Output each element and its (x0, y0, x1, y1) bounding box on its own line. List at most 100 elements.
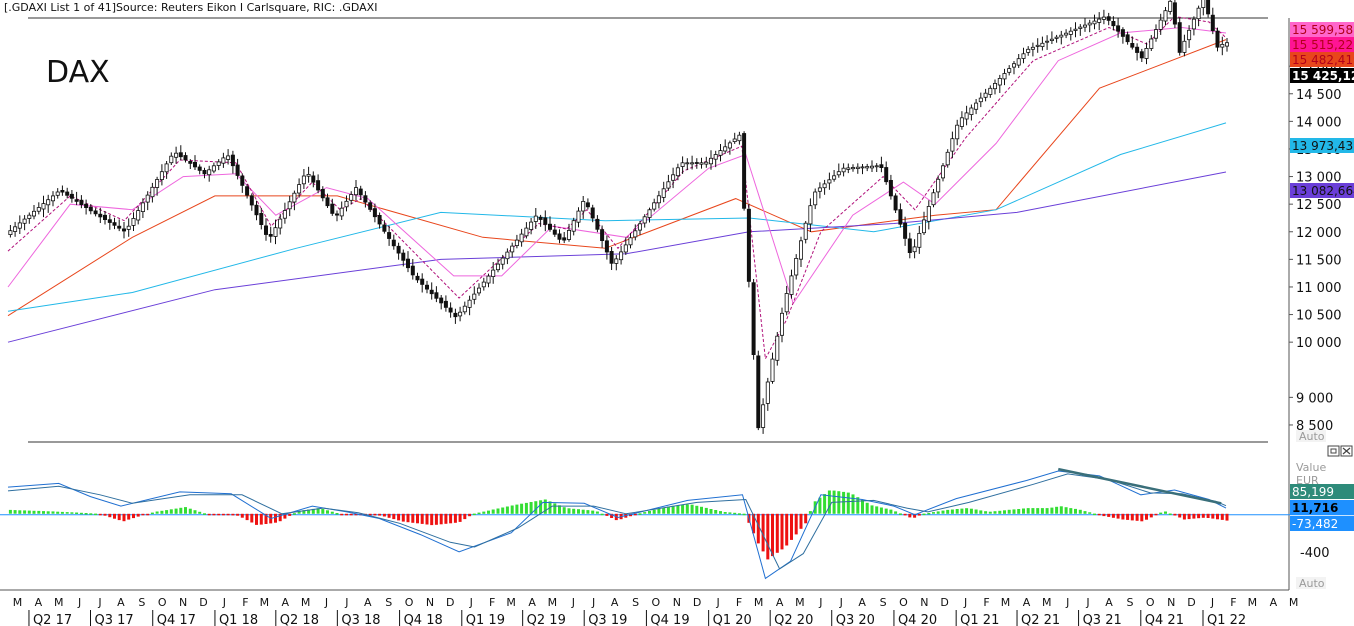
candle-body (429, 289, 434, 295)
macd-histogram-bar (974, 509, 978, 514)
candle-body (60, 189, 65, 193)
month-label: D (940, 596, 948, 609)
macd-histogram-bar (283, 513, 287, 519)
macd-histogram-bar (1216, 513, 1219, 520)
candle-body (424, 284, 429, 290)
price-tag (1290, 52, 1354, 67)
candle-body (690, 162, 695, 165)
candle-body (941, 165, 946, 179)
macd-histogram-bar (406, 513, 410, 523)
candle-body (1220, 44, 1225, 48)
macd-histogram-bar (737, 513, 741, 515)
candle-body (1049, 38, 1054, 42)
month-label: S (880, 596, 887, 609)
quarter-label: Q1 21 (960, 613, 999, 626)
candle-body (27, 214, 32, 219)
candle-body (221, 157, 226, 164)
candle-body (325, 197, 330, 207)
macd-histogram-bar (1192, 513, 1196, 519)
candle-body (865, 166, 870, 169)
window-title: [.GDAXI List 1 of 41]Source: Reuters Eik… (4, 1, 377, 14)
macd-histogram-bar (898, 513, 902, 515)
macd-histogram-bar (823, 494, 827, 514)
macd-histogram-bar (18, 510, 22, 514)
quarter-label: Q2 18 (280, 613, 319, 626)
candle-body (936, 178, 941, 193)
macd-histogram-bar (875, 506, 879, 514)
macd-histogram-bar (51, 511, 55, 514)
macd-histogram-bar (368, 513, 372, 516)
month-label: J (839, 596, 843, 609)
candle-body (268, 233, 273, 237)
candle-body (879, 164, 884, 168)
month-label: J (963, 596, 967, 609)
quarter-label: Q4 18 (404, 613, 443, 626)
macd-histogram-bar (264, 513, 268, 524)
macd-histogram-bar (761, 513, 765, 552)
macd-histogram-bar (349, 513, 353, 516)
macd-histogram-bar (155, 511, 159, 514)
macd-histogram-bar (742, 513, 746, 516)
macd-histogram-bar (274, 513, 277, 523)
macd-histogram-bar (103, 513, 107, 516)
macd-histogram-bar (411, 513, 415, 523)
macd-histogram-bar (37, 510, 41, 514)
candle-body (699, 162, 704, 165)
candle-body (1059, 34, 1064, 38)
macd-histogram-bar (879, 507, 883, 514)
candle-body (344, 200, 349, 208)
candle-body (997, 78, 1002, 86)
y-tick-label: 11 500 (1296, 253, 1342, 268)
macd-histogram-bar (311, 508, 315, 514)
month-label: A (364, 596, 372, 609)
quarter-label: Q4 17 (157, 613, 196, 626)
month-label: A (528, 596, 536, 609)
candle-body (969, 107, 974, 115)
candle-body (1035, 44, 1040, 47)
macd-histogram-bar (1145, 513, 1148, 520)
macd-histogram-bar (98, 513, 102, 516)
candle-body (55, 191, 60, 196)
macd-histogram-bar (714, 510, 718, 514)
maximize-icon[interactable] (1327, 445, 1340, 457)
macd-histogram-bar (1007, 509, 1011, 514)
candle-body (675, 167, 680, 177)
candle-body (481, 281, 486, 288)
macd-histogram-bar (278, 513, 282, 522)
quarter-label: Q4 19 (650, 613, 689, 626)
month-label: M (1042, 596, 1052, 609)
legend-currency: EUR (1296, 474, 1319, 487)
candle-body (107, 219, 112, 223)
macd-histogram-bar (496, 508, 500, 514)
candle-body (652, 202, 657, 210)
candle-body (207, 169, 212, 176)
month-label: J (77, 596, 81, 609)
candle-body (1106, 16, 1111, 21)
month-label: A (1105, 596, 1113, 609)
macd-histogram-bar (842, 491, 846, 514)
candle-body (17, 222, 22, 229)
candle-body (202, 169, 207, 175)
macd-histogram-bar (141, 513, 145, 516)
candle-body (1012, 63, 1017, 68)
macd-value-tag (1290, 484, 1354, 499)
month-label: M (506, 596, 516, 609)
macd-histogram-bar (288, 513, 292, 516)
candle-body (638, 223, 643, 231)
macd-histogram-bar (960, 508, 964, 514)
candle-body (1196, 7, 1201, 20)
candle-body (590, 207, 595, 219)
candle-body (1021, 53, 1026, 59)
macd-histogram-bar (1078, 509, 1082, 514)
month-label: M (301, 596, 311, 609)
candle-body (117, 225, 122, 229)
price-tag-label: 15 425,12 (1292, 69, 1354, 83)
candle-body (491, 269, 496, 278)
macd-histogram-bar (79, 512, 83, 515)
auto-scale-bottom[interactable] (1296, 577, 1326, 589)
auto-scale-top[interactable] (1296, 430, 1326, 442)
candle-body (737, 134, 742, 142)
candle-body (808, 205, 813, 225)
